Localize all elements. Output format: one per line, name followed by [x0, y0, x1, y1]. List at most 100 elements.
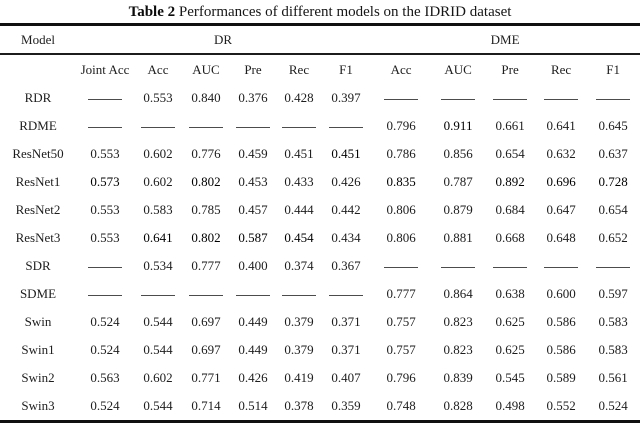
- value-cell-empty: [182, 112, 230, 140]
- value-cell: 0.697: [191, 314, 221, 329]
- no-value-dash: [596, 98, 631, 100]
- value-cell: 0.514: [230, 392, 276, 423]
- value-cell: 0.451: [284, 146, 314, 161]
- value-cell-empty: [134, 112, 182, 140]
- value-cell: 0.757: [386, 314, 416, 329]
- value-cell: 0.697: [191, 342, 221, 357]
- value-cell-empty: [536, 84, 586, 112]
- value-cell: 0.524: [90, 342, 120, 357]
- value-cell-empty: [76, 112, 134, 140]
- value-cell: 0.545: [495, 370, 525, 385]
- value-cell-empty: [484, 252, 536, 280]
- value-cell: 0.641: [546, 118, 576, 133]
- table-row-swin2: Swin2 0.563 0.602 0.771 0.426 0.419 0.407 0.796…: [0, 364, 640, 392]
- no-value-dash: [141, 294, 175, 296]
- model-name: Swin1: [21, 342, 55, 357]
- value-cell: 0.777: [191, 258, 221, 273]
- model-name: Swin3: [0, 392, 76, 423]
- value-cell: 0.397: [331, 90, 361, 105]
- value-cell-empty: [322, 112, 370, 140]
- value-cell: 0.638: [495, 286, 525, 301]
- value-cell: 0.786: [386, 146, 416, 161]
- col-header-joint-acc-1: Joint Acc: [80, 61, 130, 77]
- value-cell: 0.637: [598, 146, 628, 161]
- value-cell: 0.573: [90, 174, 120, 189]
- table-row-sdr: SDR 0.534 0.777 0.400 0.374 0.367: [0, 252, 640, 280]
- model-name: ResNet1: [15, 174, 61, 189]
- no-value-dash: [88, 98, 122, 100]
- col-header-pre-9: Pre: [501, 61, 519, 77]
- no-value-dash: [596, 266, 631, 268]
- table-caption: Table 2 Performances of different models…: [0, 2, 640, 22]
- value-cell: 0.654: [598, 202, 628, 217]
- value-cell-empty: [76, 84, 134, 112]
- col-header-acc-2: Acc: [147, 61, 169, 77]
- no-value-dash: [189, 294, 223, 296]
- value-cell: 0.654: [495, 146, 525, 161]
- value-cell: 0.796: [386, 118, 416, 133]
- no-value-dash: [88, 266, 122, 268]
- value-cell: 0.625: [495, 342, 525, 357]
- table-row-rdr: RDR 0.553 0.840 0.376 0.428 0.397: [0, 84, 640, 112]
- table-row-swin3: Swin3 0.524 0.544 0.714 0.514 0.378 0.359 0.748…: [0, 392, 640, 423]
- value-cell: 0.777: [386, 286, 416, 301]
- value-cell-empty: [182, 280, 230, 308]
- value-cell: 0.602: [143, 146, 173, 161]
- value-cell: 0.583: [143, 202, 173, 217]
- value-cell: 0.367: [331, 258, 361, 273]
- value-cell: 0.684: [495, 202, 525, 217]
- value-cell: 0.645: [598, 118, 628, 133]
- value-cell: 0.544: [143, 342, 173, 357]
- value-cell: 0.696: [546, 174, 576, 189]
- no-value-dash: [441, 266, 476, 268]
- value-cell: 0.728: [598, 174, 628, 189]
- value-cell: 0.433: [284, 174, 314, 189]
- value-cell: 0.823: [443, 314, 473, 329]
- value-cell: 0.661: [495, 118, 525, 133]
- value-cell: 0.444: [284, 202, 314, 217]
- value-cell: 0.840: [191, 90, 221, 105]
- value-cell: 0.787: [443, 174, 473, 189]
- value-cell: 0.602: [143, 174, 173, 189]
- value-cell: 0.524: [76, 392, 134, 423]
- value-cell: 0.828: [432, 392, 485, 423]
- model-name: Swin2: [21, 370, 55, 385]
- value-cell-empty: [322, 280, 370, 308]
- value-cell-empty: [586, 252, 640, 280]
- value-cell: 0.553: [90, 230, 120, 245]
- table-row-resnet1: ResNet1 0.573 0.602 0.802 0.453 0.433 0.426 0.8…: [0, 168, 640, 196]
- value-cell: 0.544: [134, 392, 182, 423]
- no-value-dash: [384, 98, 419, 100]
- value-cell-empty: [370, 252, 432, 280]
- value-cell: 0.400: [238, 258, 268, 273]
- group-header-model: Model: [0, 23, 76, 55]
- table-caption-text: Performances of different models on the …: [175, 4, 512, 20]
- value-cell: 0.553: [90, 202, 120, 217]
- value-cell: 0.459: [238, 146, 268, 161]
- value-cell: 0.835: [386, 174, 416, 189]
- table-row-resnet50: ResNet50 0.553 0.602 0.776 0.459 0.451 0.451 0.…: [0, 140, 640, 168]
- value-cell-empty: [276, 280, 322, 308]
- value-cell-empty: [370, 84, 432, 112]
- value-cell: 0.648: [546, 230, 576, 245]
- value-cell: 0.647: [546, 202, 576, 217]
- col-header-auc-8: AUC: [444, 61, 472, 77]
- value-cell: 0.881: [443, 230, 473, 245]
- no-value-dash: [329, 294, 364, 296]
- value-cell: 0.641: [143, 230, 173, 245]
- value-cell: 0.561: [598, 370, 628, 385]
- value-cell: 0.748: [370, 392, 433, 423]
- value-cell: 0.776: [191, 146, 221, 161]
- model-name: ResNet2: [15, 202, 61, 217]
- value-cell: 0.426: [238, 370, 268, 385]
- value-cell: 0.864: [443, 286, 473, 301]
- col-header-f1-6: F1: [339, 61, 353, 77]
- value-cell: 0.371: [331, 342, 361, 357]
- value-cell: 0.376: [238, 90, 268, 105]
- value-cell: 0.378: [276, 392, 322, 423]
- group-header-dr: DR: [76, 23, 371, 55]
- value-cell: 0.553: [90, 146, 120, 161]
- group-header-row: Model DR DME: [0, 23, 640, 55]
- model-name: Swin: [24, 314, 52, 329]
